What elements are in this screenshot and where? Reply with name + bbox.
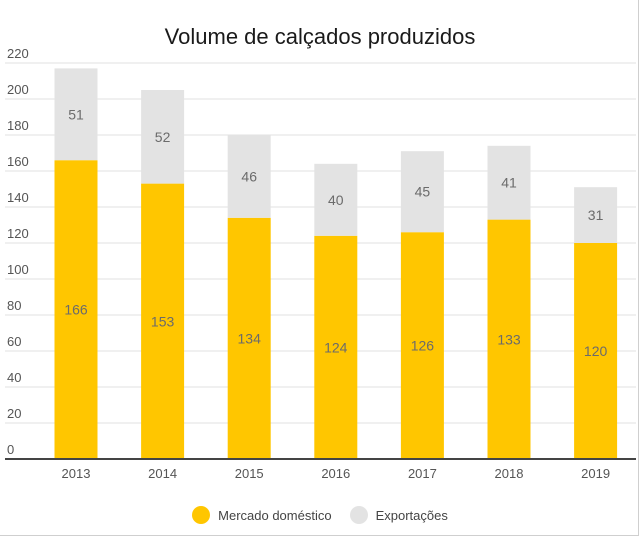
x-tick-label: 2019 <box>581 466 610 481</box>
bar-segment-exports <box>574 187 618 243</box>
bar-segment-domestic <box>141 183 185 459</box>
legend-label-domestic: Mercado doméstico <box>218 507 332 523</box>
legend-swatch-exports <box>349 506 368 524</box>
bar-segment-domestic <box>314 235 358 459</box>
y-tick-label: 160 <box>7 154 29 169</box>
chart-legend: Mercado doméstico Exportações <box>0 506 640 524</box>
x-tick-label: 2017 <box>408 466 437 481</box>
data-label-domestic: 133 <box>497 331 521 347</box>
data-label-domestic: 120 <box>584 343 608 359</box>
y-tick-label: 40 <box>7 370 21 385</box>
y-tick-label: 80 <box>7 298 21 313</box>
chart-title: Volume de calçados produzidos <box>164 24 476 49</box>
x-tick-label: 2014 <box>148 466 177 481</box>
data-label-exports: 40 <box>328 192 344 208</box>
data-label-exports: 45 <box>415 184 431 200</box>
bar-segment-domestic <box>487 219 531 459</box>
y-tick-label: 180 <box>7 118 29 133</box>
bar-segment-domestic <box>227 217 271 459</box>
data-label-exports: 52 <box>155 129 171 145</box>
y-tick-label: 220 <box>7 46 29 61</box>
data-label-domestic: 124 <box>324 339 348 355</box>
legend-label-exports: Exportações <box>375 507 448 523</box>
y-tick-label: 0 <box>7 442 14 457</box>
data-label-domestic: 166 <box>64 302 88 318</box>
data-label-domestic: 134 <box>238 330 262 346</box>
x-tick-label: 2015 <box>235 466 264 481</box>
bar-segment-domestic <box>400 232 444 459</box>
data-label-exports: 41 <box>501 175 517 191</box>
y-tick-label: 20 <box>7 406 21 421</box>
y-tick-label: 100 <box>7 262 29 277</box>
data-label-domestic: 153 <box>151 313 175 329</box>
legend-item-domestic: Mercado doméstico <box>192 506 332 524</box>
y-tick-label: 60 <box>7 334 21 349</box>
bar-segment-exports <box>487 145 531 220</box>
bar-segment-domestic <box>54 160 98 459</box>
bar-segment-exports <box>400 151 444 233</box>
y-tick-label: 120 <box>7 226 29 241</box>
y-tick-label: 200 <box>7 82 29 97</box>
x-tick-label: 2018 <box>495 466 524 481</box>
y-tick-label: 140 <box>7 190 29 205</box>
data-label-exports: 31 <box>588 207 604 223</box>
x-tick-label: 2016 <box>321 466 350 481</box>
data-label-domestic: 126 <box>411 338 435 354</box>
legend-swatch-domestic <box>192 506 211 524</box>
x-tick-label: 2013 <box>62 466 91 481</box>
bar-segment-exports <box>227 135 271 218</box>
data-label-exports: 46 <box>241 168 257 184</box>
legend-item-exports: Exportações <box>349 506 448 524</box>
bar-segment-exports <box>314 163 358 236</box>
bar-segment-exports <box>54 68 98 161</box>
bar-segment-domestic <box>574 243 618 459</box>
bar-segment-exports <box>141 90 185 184</box>
data-label-exports: 51 <box>68 106 84 122</box>
